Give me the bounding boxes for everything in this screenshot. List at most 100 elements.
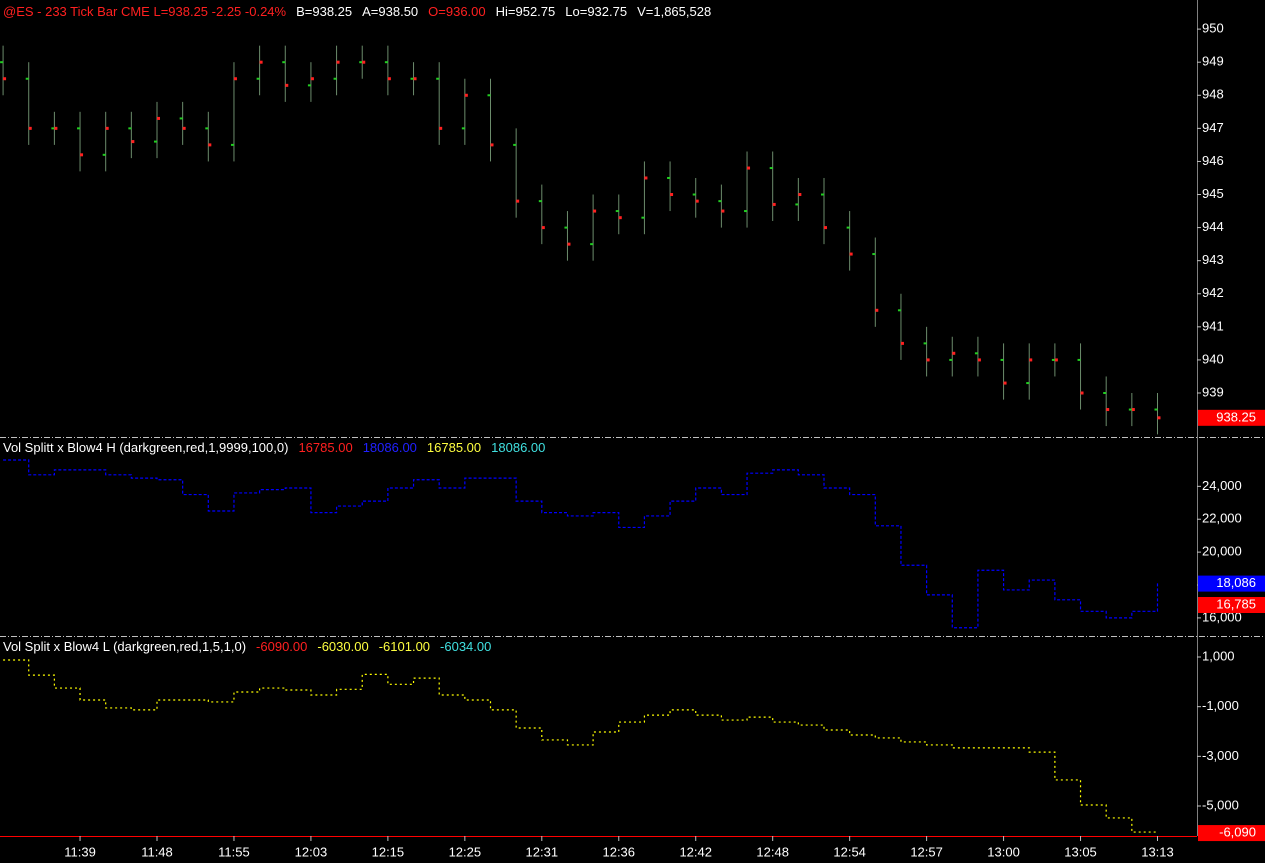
bar-close [772,202,776,206]
y-tick-label: 20,000 [1202,544,1242,559]
bar-open [1026,382,1030,385]
bar-close [336,60,340,64]
bar-close [952,351,956,355]
y-tick-label: 945 [1202,186,1224,201]
y-tick-label: 947 [1202,120,1224,135]
header-item: Vol Splitt x Blow4 H (darkgreen,red,1,99… [3,440,288,455]
pane-header: Vol Splitt x Blow4 H (darkgreen,red,1,99… [3,440,545,455]
bar-close [54,126,58,130]
x-tick-label: 12:15 [372,844,405,859]
y-tick-label: 1,000 [1202,648,1235,663]
bar-close [413,77,417,81]
bar-open [641,216,645,219]
bar-close [670,193,674,197]
bar-open [77,127,81,130]
x-tick-label: 12:42 [679,844,712,859]
bar-open [667,176,671,179]
bar-open [1051,358,1055,361]
header-item: A=938.50 [362,4,418,19]
header-item: V=1,865,528 [637,4,711,19]
bar-open [410,77,414,80]
last-value-label: 938.25 [1216,409,1256,424]
bar-open [333,77,337,80]
bar-close [849,252,853,256]
bar-open [154,140,158,143]
header-item: -6030.00 [317,639,368,654]
bar-close [105,126,109,130]
bar-open [1077,358,1081,361]
y-tick-label: 939 [1202,384,1224,399]
x-tick-label: 12:03 [295,844,328,859]
indicator-line [3,659,1159,834]
x-tick-label: 12:57 [910,844,943,859]
pane-header: @ES - 233 Tick Bar CME L=938.25 -2.25 -0… [3,4,711,19]
bar-close [259,60,263,64]
bar-open [1128,408,1132,411]
x-tick-label: 11:48 [141,844,173,859]
last-value-label: -6,090 [1219,825,1256,840]
bar-open [974,352,978,355]
bar-open [25,77,29,80]
bar-open [897,309,901,312]
bar-open [564,226,568,229]
bar-open [256,77,260,80]
bar-open [820,193,824,196]
bar-open [1154,408,1158,411]
bar-close [157,116,161,120]
bar-open [282,61,286,64]
bar-open [1103,392,1107,395]
bar-close [1157,416,1161,420]
bar-open [590,243,594,246]
y-tick-label: -3,000 [1202,748,1239,763]
x-tick-label: 13:00 [987,844,1020,859]
y-tick-label: 941 [1202,318,1224,333]
last-value-box [1198,596,1265,613]
last-value-box [1198,575,1265,592]
bar-open [615,210,619,213]
y-tick-label: 940 [1202,351,1224,366]
bar-close [695,199,699,203]
bar-close [3,77,7,81]
bar-close [644,176,648,180]
bar-close [721,209,725,213]
bar-close [131,140,135,144]
bar-open [769,167,773,170]
bar-open [179,117,183,120]
bar-open [718,200,722,203]
bar-close [439,126,443,130]
last-value-label: 16,785 [1216,596,1256,611]
bar-open [102,153,106,156]
bar-close [977,358,981,362]
header-item: B=938.25 [296,4,352,19]
bar-close [618,216,622,220]
last-value-box [1198,825,1265,842]
header-item: 18086.00 [491,440,545,455]
bar-open [0,61,4,64]
x-tick-label: 11:55 [218,844,250,859]
y-tick-label: 942 [1202,285,1224,300]
bar-open [307,84,311,87]
y-tick-label: 948 [1202,87,1224,102]
y-tick-label: -5,000 [1202,797,1239,812]
bar-close [926,358,930,362]
pane-header: Vol Split x Blow4 L (darkgreen,red,1,5,1… [3,639,491,654]
bar-open [436,77,440,80]
bar-close [747,166,751,170]
y-tick-label: 949 [1202,54,1224,69]
header-item: -6101.00 [379,639,430,654]
y-tick-label: 943 [1202,252,1224,267]
bar-open [795,203,799,206]
y-tick-label: 22,000 [1202,511,1242,526]
bar-close [516,199,520,203]
bar-close [541,226,545,230]
bar-open [923,342,927,345]
bar-close [464,93,468,97]
bar-open [461,127,465,130]
x-tick-label: 12:25 [449,844,482,859]
bar-open [359,61,363,64]
header-item: O=936.00 [428,4,485,19]
bar-close [798,193,802,197]
bar-close [875,308,879,312]
